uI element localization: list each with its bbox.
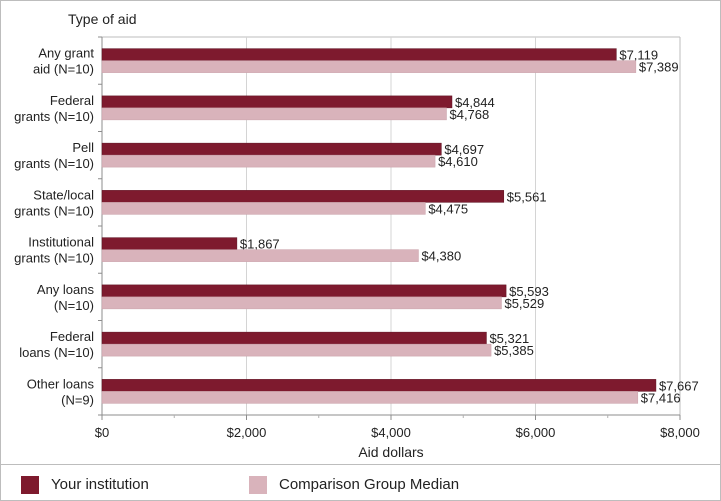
category-label-6-1: loans (N=10) xyxy=(19,345,94,360)
category-label-1-1: grants (N=10) xyxy=(14,109,94,124)
bar-your-institution-2 xyxy=(101,142,442,156)
x-tick-label-2: $4,000 xyxy=(371,425,411,440)
category-label-0-0: Any grant xyxy=(38,46,94,61)
category-label-6-0: Federal xyxy=(50,329,94,344)
data-label-your-institution-6: $5,321 xyxy=(489,331,529,346)
bar-your-institution-1 xyxy=(101,95,453,109)
category-label-0-1: aid (N=10) xyxy=(33,62,94,77)
bar-your-institution-5 xyxy=(101,284,507,298)
x-tick-label-1: $2,000 xyxy=(227,425,267,440)
bar-comparison-median-6 xyxy=(101,343,492,357)
x-tick-label-3: $6,000 xyxy=(516,425,556,440)
category-label-2-0: Pell xyxy=(72,140,94,155)
data-label-your-institution-1: $4,844 xyxy=(455,95,495,110)
data-label-comparison-median-0: $7,389 xyxy=(639,60,679,75)
data-label-your-institution-4: $1,867 xyxy=(240,237,280,252)
bar-comparison-median-2 xyxy=(101,154,436,168)
x-tick-label-0: $0 xyxy=(95,425,109,440)
legend: Your institution Comparison Group Median xyxy=(1,464,720,501)
data-label-comparison-median-7: $7,416 xyxy=(641,390,681,405)
bar-comparison-median-7 xyxy=(101,391,639,404)
data-label-your-institution-5: $5,593 xyxy=(509,284,549,299)
category-label-7-1: (N=9) xyxy=(61,392,94,407)
bar-your-institution-6 xyxy=(101,331,487,345)
legend-swatch-comparison-group-median xyxy=(249,476,267,494)
bar-your-institution-7 xyxy=(101,379,657,392)
category-label-3-1: grants (N=10) xyxy=(14,203,94,218)
category-label-2-1: grants (N=10) xyxy=(14,156,94,171)
data-label-comparison-median-6: $5,385 xyxy=(494,343,534,358)
data-label-comparison-median-5: $5,529 xyxy=(504,296,544,311)
data-label-your-institution-0: $7,119 xyxy=(619,48,658,63)
category-axis-title: Type of aid xyxy=(68,11,137,27)
bar-comparison-median-1 xyxy=(101,107,447,121)
bar-comparison-median-3 xyxy=(101,202,426,215)
bar-chart: $0 $2,000 $4,000 $6,000 $8,000 Type of aid Aid… xyxy=(14,11,700,460)
bar-comparison-median-4 xyxy=(101,249,419,262)
data-label-your-institution-3: $5,561 xyxy=(507,189,547,204)
category-label-5-0: Any loans xyxy=(37,282,95,297)
data-label-comparison-median-3: $4,475 xyxy=(428,201,468,216)
data-label-comparison-median-1: $4,768 xyxy=(449,107,489,122)
category-label-5-1: (N=10) xyxy=(54,298,94,313)
data-label-comparison-median-2: $4,610 xyxy=(438,154,478,169)
x-tick-label-4: $8,000 xyxy=(660,425,700,440)
bar-comparison-median-0 xyxy=(101,60,637,73)
data-label-comparison-median-4: $4,380 xyxy=(421,249,461,264)
legend-label-your-institution: Your institution xyxy=(51,476,149,493)
category-label-4-1: grants (N=10) xyxy=(14,251,94,266)
data-label-your-institution-7: $7,667 xyxy=(659,378,699,393)
category-label-3-0: State/local xyxy=(33,187,94,202)
x-axis-title: Aid dollars xyxy=(358,444,423,460)
bar-comparison-median-5 xyxy=(101,296,502,310)
category-label-7-0: Other loans xyxy=(27,376,95,391)
category-label-1-0: Federal xyxy=(50,93,94,108)
bar-your-institution-4 xyxy=(101,237,238,250)
legend-swatch-your-institution xyxy=(21,476,39,494)
category-label-4-0: Institutional xyxy=(28,235,94,250)
data-label-your-institution-2: $4,697 xyxy=(444,142,484,157)
legend-label-comparison-group-median: Comparison Group Median xyxy=(279,476,460,493)
bar-your-institution-0 xyxy=(101,48,617,61)
